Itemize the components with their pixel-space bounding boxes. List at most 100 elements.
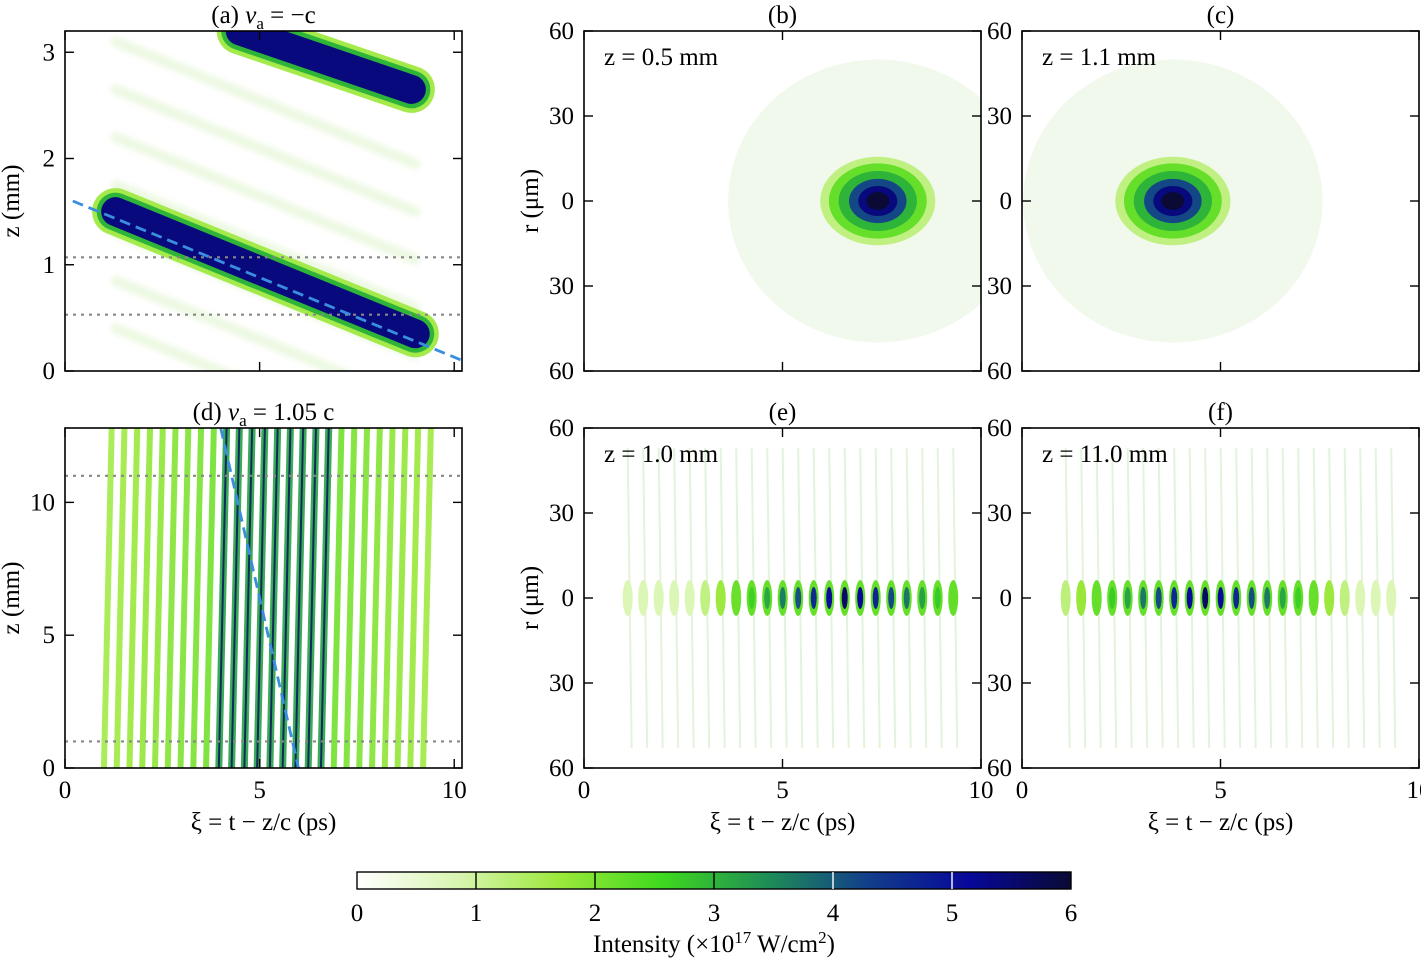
pulse-core-6 <box>1155 587 1162 609</box>
y-tick-label: 60 <box>987 415 1012 442</box>
pulse-core-1 <box>640 587 647 609</box>
y-tick-label: 0 <box>43 755 56 782</box>
fringe-core-13 <box>268 428 279 768</box>
panel-a: 0 1 2 3 (a) va = −c z (mm) <box>0 2 463 385</box>
y-tick-label: 0 <box>562 188 575 215</box>
pulse-core-8 <box>748 587 755 609</box>
fringe-20 <box>356 428 371 768</box>
y-tick-label: 60 <box>987 18 1012 45</box>
fringe-1 <box>113 428 128 768</box>
panel-annotation: z = 1.1 mm <box>1042 44 1157 71</box>
ghost-streak <box>110 180 421 313</box>
pulse-core-16 <box>1310 587 1317 609</box>
colorbar-tick-label: 4 <box>827 900 840 927</box>
axes-frame <box>64 427 463 769</box>
pulse-core-11 <box>1233 587 1240 609</box>
panel-annotation: z = 0.5 mm <box>604 44 719 71</box>
pulse-core-17 <box>1326 587 1333 609</box>
x-axis-label: ξ = t − z/c (ps) <box>710 809 856 836</box>
fringe-core-15 <box>294 428 305 768</box>
y-tick-label: 60 <box>549 415 574 442</box>
x-tick-label: 5 <box>253 777 266 804</box>
colorbar-tick-label: 0 <box>351 900 364 927</box>
spot-level-5 <box>1161 192 1185 210</box>
y-tick-label: 0 <box>1000 585 1013 612</box>
pulse-core-10 <box>779 587 786 609</box>
x-tick-label: 10 <box>442 777 467 804</box>
colorbar-label: Intensity (×1017 W/cm2) <box>593 928 835 959</box>
pulse-core-3 <box>1109 587 1116 609</box>
pulse-core-17 <box>888 587 895 609</box>
pulse-core-2 <box>655 587 662 609</box>
y-tick-label: 0 <box>562 585 575 612</box>
y-tick-label: 60 <box>549 755 574 782</box>
panel-title: (b) <box>768 2 797 29</box>
pulse-core-7 <box>1171 587 1178 609</box>
y-axis-label: r (μm) <box>517 169 544 233</box>
fringe-core-17 <box>319 428 330 768</box>
y-tick-label: 30 <box>987 273 1012 300</box>
pulse-core-9 <box>764 587 771 609</box>
panel-c: 60 30 0 30 60 (c) z = 1.1 mm <box>987 2 1420 385</box>
pulse-core-4 <box>1124 587 1131 609</box>
y-tick-label: 30 <box>549 670 574 697</box>
panels: 0 1 2 3 (a) va = −c z (mm) 60 30 0 30 60 (b) z = 0.5… <box>0 2 1421 836</box>
panel-annotation: z = 11.0 mm <box>1042 441 1168 468</box>
y-axis-label: r (μm) <box>517 566 544 630</box>
colorbar-tick-label: 3 <box>708 900 721 927</box>
fringe-core-14 <box>281 428 292 768</box>
pulse-core-15 <box>1295 587 1302 609</box>
pulse-core-3 <box>671 587 678 609</box>
pulse-core-0 <box>624 587 631 609</box>
ghost-streak <box>110 275 351 371</box>
y-tick-label: 30 <box>987 670 1012 697</box>
y-tick-label: 5 <box>43 622 56 649</box>
colorbar-ticks: 0 1 2 3 4 5 6 <box>351 872 1077 927</box>
plot-area <box>65 428 462 768</box>
y-tick-label: 30 <box>987 103 1012 130</box>
pulse-core-4 <box>686 587 693 609</box>
ghost-streak <box>110 132 421 265</box>
colorbar-tick-label: 2 <box>589 900 602 927</box>
pulse-core-6 <box>717 587 724 609</box>
panel-title: (e) <box>769 399 797 426</box>
pulse-core-20 <box>1372 587 1379 609</box>
dashed-trajectory-line <box>72 199 462 362</box>
pulse-core-12 <box>1248 587 1255 609</box>
axes-frame <box>64 30 463 372</box>
pulse-core-13 <box>1264 587 1271 609</box>
pulse-core-16 <box>872 587 879 609</box>
pulse-core-13 <box>826 587 833 609</box>
plot-area <box>65 31 462 371</box>
plot-area <box>1060 447 1397 749</box>
plot-area <box>1023 59 1323 343</box>
pulse-core-12 <box>810 587 817 609</box>
y-tick-label: 3 <box>43 39 56 66</box>
pulse-core-2 <box>1093 587 1100 609</box>
fringe-core-16 <box>307 428 317 768</box>
panel-title: (d) va = 1.05 c <box>193 399 335 430</box>
fringe-21 <box>369 428 383 768</box>
fringe-24 <box>407 428 422 768</box>
y-tick-label: 30 <box>549 103 574 130</box>
pulse-core-14 <box>841 587 848 609</box>
y-tick-label: 30 <box>549 273 574 300</box>
fringe-0 <box>100 428 115 768</box>
fringe-23 <box>394 428 409 768</box>
y-tick-label: 0 <box>43 358 56 385</box>
panel-title: (c) <box>1207 2 1235 29</box>
fringe-3 <box>139 428 154 768</box>
plot-area <box>728 59 981 343</box>
pulse-core-20 <box>934 587 941 609</box>
ghost-streak <box>110 36 421 169</box>
fringe-core-9 <box>217 428 228 768</box>
fringe-25 <box>420 428 434 768</box>
panel-title: (a) va = −c <box>211 2 315 33</box>
pulse-core-18 <box>1341 587 1348 609</box>
y-tick-label: 0 <box>1000 188 1013 215</box>
pulse-core-9 <box>1202 587 1209 609</box>
y-axis-label: z (mm) <box>0 562 25 635</box>
x-axis-label: ξ = t − z/c (ps) <box>1148 809 1294 836</box>
x-tick-label: 10 <box>1407 777 1421 804</box>
pulse-core-15 <box>857 587 864 609</box>
